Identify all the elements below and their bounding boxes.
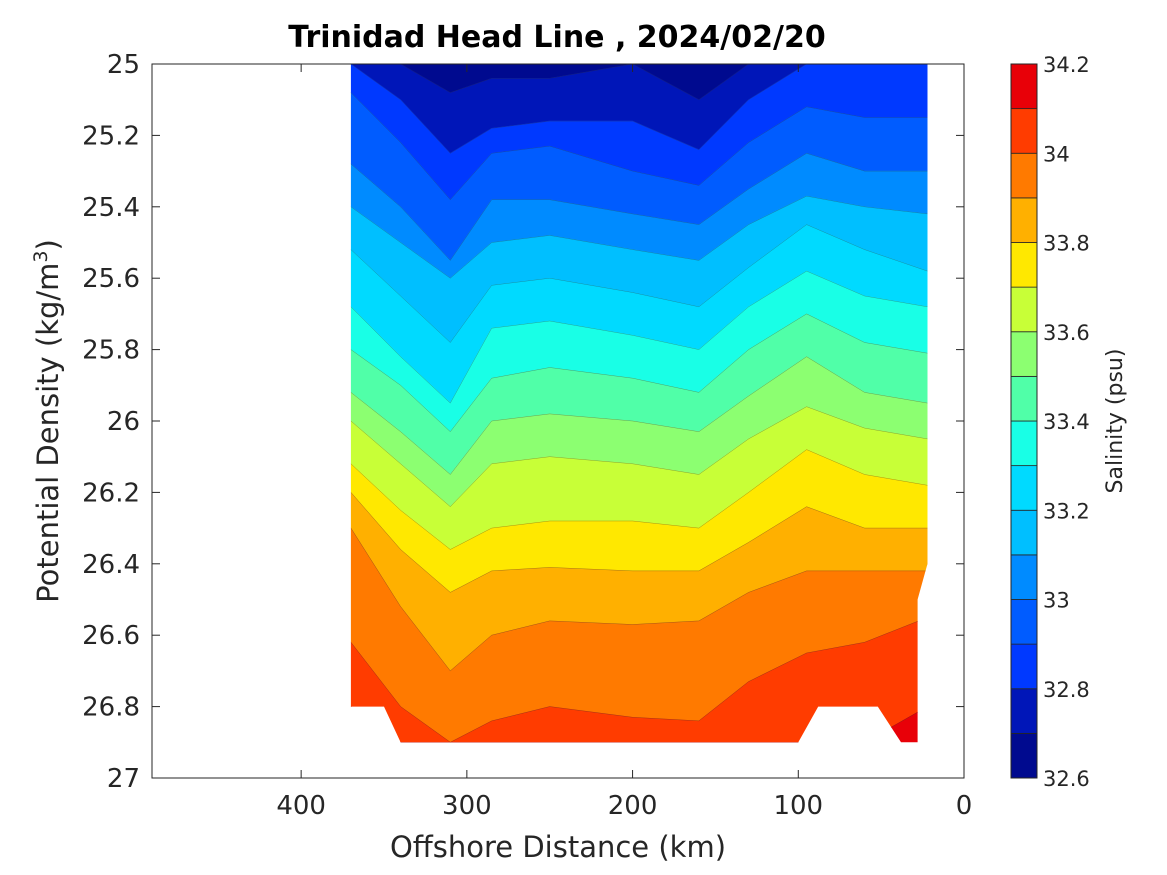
isoline xyxy=(350,313,928,433)
y-axis-label: Potential Density (kg/m3) xyxy=(30,239,65,603)
y-tick-label: 26 xyxy=(107,407,140,437)
colorbar-swatch xyxy=(1010,599,1038,645)
colorbar-swatch xyxy=(1010,375,1038,422)
colorbar-swatch xyxy=(1010,554,1038,600)
isoline xyxy=(350,153,928,261)
y-tick-label: 25.2 xyxy=(82,121,140,151)
x-axis-label: Offshore Distance (km) xyxy=(390,830,726,864)
isoline xyxy=(350,224,928,343)
isoline xyxy=(350,527,928,672)
y-tick-label: 26.6 xyxy=(82,621,140,651)
y-axis: 25 25.2 25.4 25.6 25.8 26 26.2 26.4 26.6 26.8 27 xyxy=(82,50,964,794)
colorbar-tick-label: 33.8 xyxy=(1043,232,1090,256)
y-tick-label: 25.6 xyxy=(82,264,140,294)
colorbar: 34.2 34 33.8 33.6 33.4 33.2 33 32.8 32.6 xyxy=(1010,53,1090,791)
colorbar-swatch xyxy=(1010,242,1038,288)
colorbar-swatch xyxy=(1010,688,1038,734)
colorbar-tick-label: 33.6 xyxy=(1043,321,1090,345)
y-tick-label: 25 xyxy=(107,50,140,80)
colorbar-tick-label: 34 xyxy=(1043,142,1070,166)
colorbar-swatch xyxy=(1010,286,1038,333)
colorbar-tick-label: 34.2 xyxy=(1043,53,1090,77)
isoline xyxy=(350,356,928,475)
isoline xyxy=(350,64,928,100)
x-tick-label: 400 xyxy=(276,791,326,821)
x-tick-label: 300 xyxy=(442,791,492,821)
isoline xyxy=(350,92,928,201)
colorbar-tick-label: 32.6 xyxy=(1043,767,1090,791)
isoline xyxy=(350,270,928,404)
colorbar-tick-label: 33.4 xyxy=(1043,410,1090,434)
colorbar-tick-label: 33.2 xyxy=(1043,499,1090,523)
isoline xyxy=(350,64,928,154)
chart-title: Trinidad Head Line , 2024/02/20 xyxy=(288,20,825,55)
colorbar-swatch xyxy=(1010,643,1038,690)
colorbar-label: Salinity (psu) xyxy=(1103,349,1128,494)
y-tick-label: 25.4 xyxy=(82,193,140,223)
colorbar-swatch xyxy=(1010,63,1038,110)
y-tick-label: 25.8 xyxy=(82,336,140,366)
y-tick-label: 27 xyxy=(107,764,140,794)
x-tick-label: 100 xyxy=(773,791,823,821)
salinity-band xyxy=(350,616,928,743)
y-axis-label-base: Potential Density (kg/m xyxy=(31,263,65,603)
isoline xyxy=(350,449,928,550)
y-tick-label: 26.2 xyxy=(82,478,140,508)
isoline xyxy=(350,617,928,743)
colorbar-tick-label: 32.8 xyxy=(1043,678,1090,702)
colorbar-swatch xyxy=(1010,420,1038,467)
x-axis: 400 300 200 100 0 xyxy=(276,64,972,821)
isoline xyxy=(350,195,928,279)
salinity-contour-fill xyxy=(350,64,928,743)
colorbar-swatch xyxy=(1010,509,1038,556)
colorbar-swatch xyxy=(1010,331,1038,377)
colorbar-swatch xyxy=(1010,152,1038,199)
colorbar-tick-label: 33 xyxy=(1043,589,1070,613)
x-tick-label: 0 xyxy=(956,791,973,821)
y-axis-label-exponent: 3 xyxy=(30,250,52,262)
y-tick-label: 26.4 xyxy=(82,550,140,580)
colorbar-swatch xyxy=(1010,108,1038,154)
colorbar-swatch xyxy=(1010,465,1038,511)
colorbar-swatch xyxy=(1010,197,1038,243)
colorbar-swatch xyxy=(1010,732,1038,779)
colorbar-frame xyxy=(1010,63,1038,779)
isoline xyxy=(350,492,928,593)
y-axis-label-close: ) xyxy=(31,239,65,250)
y-tick-label: 26.8 xyxy=(82,693,140,723)
isoline xyxy=(350,406,928,508)
x-tick-label: 200 xyxy=(608,791,658,821)
